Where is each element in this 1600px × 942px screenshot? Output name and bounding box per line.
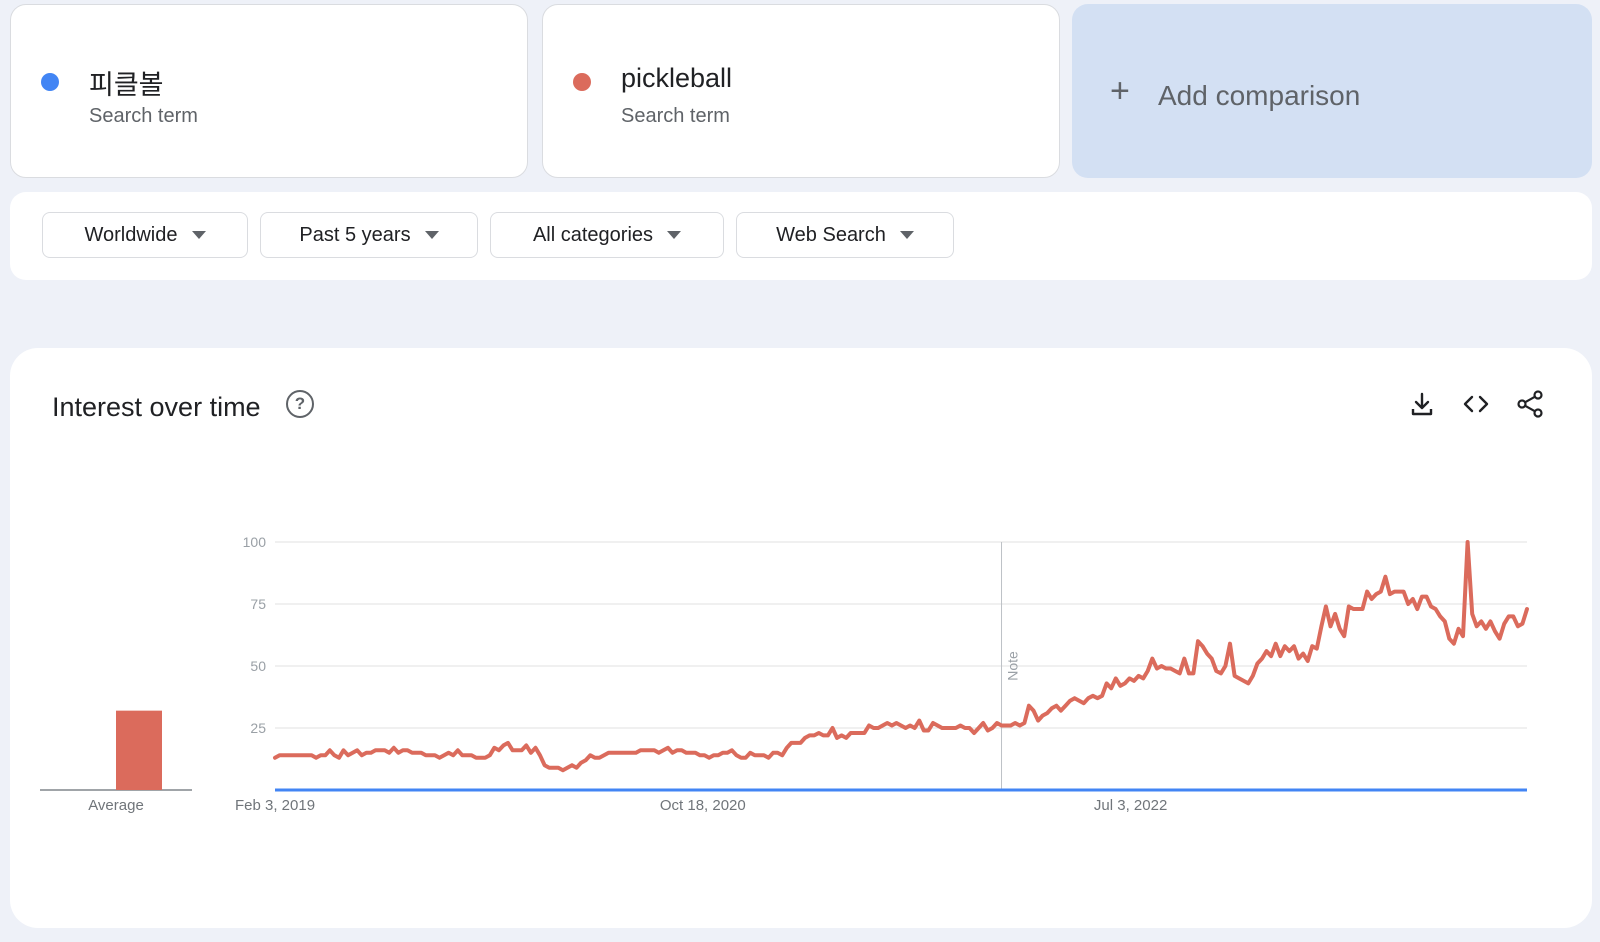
term-name: 피클볼 [89,70,164,100]
average-bar-chart: Average [40,710,192,814]
y-tick-label: 75 [250,596,266,612]
note-annotation: Note [1005,651,1021,681]
interest-line-chart: 25 50 75 100 Note Feb 3, 2019 Oct 18, 2020 Jul … [235,534,1529,814]
y-tick-label: 25 [250,720,266,736]
interest-over-time-card: Interest over time ? Average 25 50 75 100 No… [10,348,1592,928]
share-icon[interactable] [1514,388,1546,420]
filter-label: Worldwide [84,223,178,246]
search-type-filter[interactable]: Web Search [736,212,954,258]
filter-bar: Worldwide Past 5 years All categories We… [10,192,1592,280]
term-name: pickleball [621,63,733,93]
category-filter[interactable]: All categories [490,212,724,258]
term-color-dot [573,73,591,91]
plus-icon: + [1110,72,1130,110]
average-label: Average [88,797,144,814]
x-tick-label: Jul 3, 2022 [1094,797,1167,814]
term-card-2[interactable]: pickleball Search term [542,4,1060,178]
dropdown-arrow-icon [667,231,682,239]
term-card-1[interactable]: 피클볼 Search term [10,4,528,178]
region-filter[interactable]: Worldwide [42,212,248,258]
help-icon[interactable]: ? [286,390,314,418]
dropdown-arrow-icon [899,231,914,239]
time-range-filter[interactable]: Past 5 years [260,212,478,258]
series-line-pickleball [273,540,1529,773]
filter-label: All categories [532,223,654,246]
add-comparison-button[interactable]: + Add comparison [1072,4,1592,178]
download-icon[interactable] [1406,388,1438,420]
y-tick-label: 50 [250,658,266,674]
average-bar-pickleball [116,710,162,790]
term-type: Search term [621,105,730,127]
filter-label: Past 5 years [299,223,411,246]
embed-icon[interactable] [1460,388,1492,420]
dropdown-arrow-icon [191,231,206,239]
chart-title: Interest over time [52,392,261,422]
term-type: Search term [89,105,198,127]
x-tick-label: Oct 18, 2020 [660,797,746,814]
filter-label: Web Search [776,223,886,246]
y-tick-label: 100 [243,534,267,550]
add-comparison-label: Add comparison [1158,80,1361,111]
x-tick-label: Feb 3, 2019 [235,797,315,814]
term-color-dot [41,73,59,91]
dropdown-arrow-icon [424,231,439,239]
